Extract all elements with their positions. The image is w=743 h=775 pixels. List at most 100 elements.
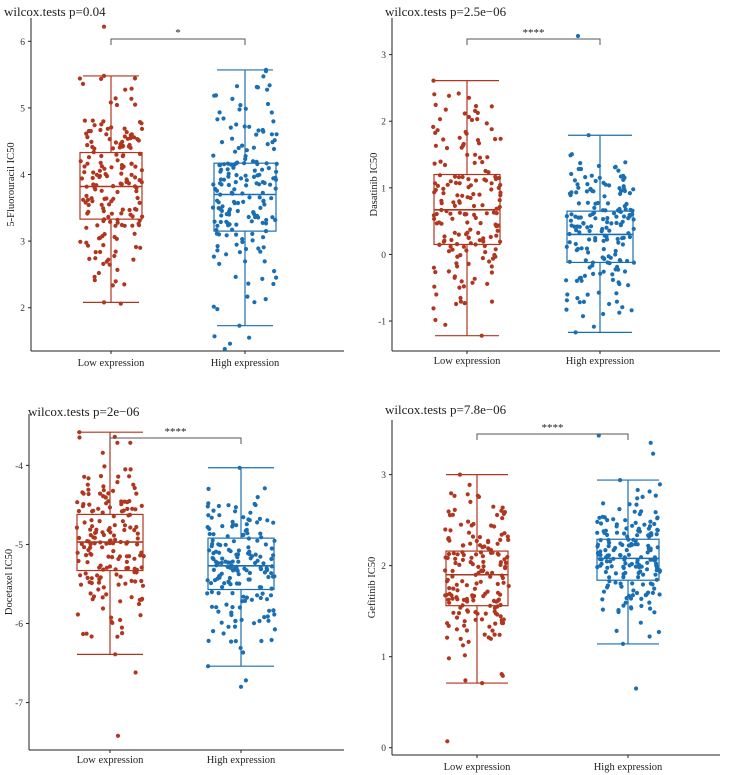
data-point	[449, 491, 454, 496]
data-point	[600, 597, 605, 602]
data-point	[234, 122, 239, 127]
data-point	[244, 148, 249, 153]
data-point	[605, 216, 610, 221]
data-point	[476, 230, 481, 235]
data-point	[466, 95, 472, 100]
data-point	[85, 143, 90, 148]
data-point	[211, 304, 216, 309]
data-point	[102, 217, 107, 222]
data-point	[454, 627, 459, 632]
data-point	[468, 541, 473, 546]
data-point	[273, 177, 279, 182]
data-point	[128, 440, 133, 445]
data-point	[573, 241, 578, 247]
data-point	[271, 520, 276, 525]
data-point	[115, 733, 121, 738]
data-point	[85, 135, 90, 140]
data-point	[487, 624, 492, 629]
data-point	[605, 518, 610, 523]
data-point	[631, 217, 636, 222]
data-point	[609, 564, 614, 569]
data-point	[613, 580, 618, 585]
data-point	[77, 535, 82, 541]
data-point	[506, 583, 511, 589]
data-point	[632, 509, 637, 514]
data-point	[474, 552, 479, 557]
data-point	[622, 269, 628, 274]
data-point	[456, 232, 461, 237]
data-point	[480, 569, 485, 574]
data-point	[590, 263, 595, 268]
y-tick-label: 2	[381, 118, 386, 128]
data-point	[258, 531, 263, 536]
data-point	[601, 217, 606, 222]
data-point	[487, 259, 492, 264]
data-point	[475, 493, 480, 498]
data-point	[605, 220, 610, 225]
data-point	[260, 167, 265, 172]
data-point	[595, 551, 601, 556]
data-point	[460, 193, 465, 198]
data-point	[468, 227, 473, 232]
data-point	[116, 582, 121, 587]
data-point	[644, 567, 650, 572]
data-point	[450, 568, 455, 574]
data-point	[89, 518, 94, 523]
data-point	[124, 559, 129, 565]
data-point	[269, 637, 274, 643]
data-point	[242, 566, 247, 571]
data-point	[597, 515, 602, 520]
data-point	[98, 474, 104, 479]
data-point	[598, 538, 603, 543]
data-point	[207, 548, 212, 553]
data-point	[115, 634, 120, 639]
data-point	[261, 198, 266, 203]
data-point	[431, 78, 436, 83]
data-point	[617, 310, 622, 315]
data-point	[207, 526, 212, 532]
data-point	[433, 181, 438, 186]
data-point	[99, 153, 104, 159]
data-point	[564, 307, 569, 312]
data-point	[474, 581, 479, 586]
data-point	[492, 252, 497, 258]
data-point	[110, 555, 115, 560]
data-point	[249, 219, 254, 224]
data-point	[617, 208, 622, 214]
data-point	[657, 592, 662, 597]
data-point	[209, 604, 215, 609]
data-point	[211, 508, 216, 513]
data-point	[75, 550, 80, 555]
data-point	[263, 229, 269, 234]
data-point	[266, 574, 271, 580]
data-point	[447, 586, 452, 591]
data-point	[246, 551, 251, 556]
data-point	[114, 152, 119, 157]
data-point	[491, 504, 496, 509]
data-point	[126, 565, 131, 571]
data-point	[252, 168, 257, 173]
data-point	[216, 574, 222, 579]
data-point	[466, 114, 471, 120]
data-point	[496, 185, 501, 190]
data-point	[431, 124, 436, 129]
panel-5-fluorouracil: wilcox.tests p=0.04 2 3 4 5 6 5-Fluorouracil I…	[4, 4, 344, 369]
data-point	[455, 552, 460, 557]
data-point	[226, 174, 231, 179]
significance-label: ****	[542, 422, 564, 434]
data-point	[574, 228, 579, 233]
data-point	[226, 182, 231, 188]
data-point	[219, 140, 225, 145]
data-point	[460, 579, 465, 584]
data-point	[255, 495, 260, 500]
data-point	[262, 615, 267, 620]
data-point	[237, 323, 242, 328]
data-point	[569, 171, 574, 177]
data-point	[621, 575, 626, 580]
data-point	[611, 211, 617, 216]
y-axis-label: Gefitinib IC50	[367, 557, 378, 619]
data-point	[494, 599, 499, 604]
data-point	[234, 552, 239, 557]
data-point	[251, 174, 257, 179]
data-point	[110, 146, 115, 151]
